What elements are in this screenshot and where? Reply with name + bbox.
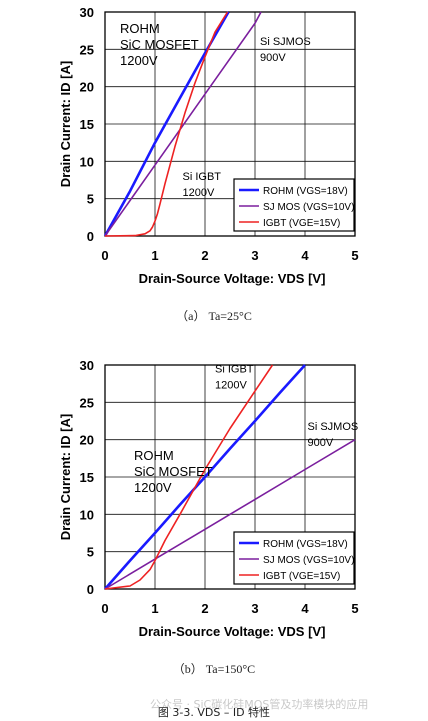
y-tick-label: 30 bbox=[80, 358, 94, 373]
annotation-text: Si SJMOS bbox=[308, 421, 359, 433]
x-tick-label: 3 bbox=[251, 248, 258, 263]
x-tick-label: 5 bbox=[351, 248, 358, 263]
y-tick-label: 25 bbox=[80, 42, 94, 57]
annotation-text: 1200V bbox=[134, 480, 172, 495]
y-tick-label: 15 bbox=[80, 117, 94, 132]
annotation-text: Si SJMOS bbox=[260, 36, 311, 48]
series-line bbox=[104, 364, 274, 590]
y-tick-label: 20 bbox=[80, 433, 94, 448]
y-axis-label: Drain Current: ID [A] bbox=[58, 61, 73, 187]
x-axis-label: Drain-Source Voltage: VDS [V] bbox=[139, 271, 326, 286]
legend-label: SJ MOS (VGS=10V) bbox=[263, 555, 354, 566]
chart-b: 0 1 2 3 4 5 0 5 10 15 20 25 30 Drain-Source Voltage: … bbox=[58, 358, 359, 639]
y-tick-label: 15 bbox=[80, 470, 94, 485]
y-tick-label: 20 bbox=[80, 80, 94, 95]
x-tick-label: 1 bbox=[151, 601, 158, 616]
y-tick-label: 25 bbox=[80, 395, 94, 410]
annotation-text: Si IGBT bbox=[183, 171, 222, 183]
x-tick-label: 2 bbox=[201, 601, 208, 616]
x-tick-label: 1 bbox=[151, 248, 158, 263]
legend-box bbox=[233, 178, 355, 232]
y-tick-label: 5 bbox=[87, 545, 94, 560]
legend-label: ROHM (VGS=18V) bbox=[263, 186, 348, 197]
x-tick-label: 4 bbox=[301, 601, 309, 616]
series-line bbox=[104, 11, 262, 237]
watermark: 公众号 · SiC碳化硅MOS管及功率模块的应用 bbox=[150, 698, 369, 711]
x-tick-label: 5 bbox=[351, 601, 358, 616]
annotation-text: 1200V bbox=[215, 379, 247, 391]
chart-a: 0 1 2 3 4 5 0 5 10 15 20 25 30 Drain-Source Voltage: … bbox=[58, 5, 359, 286]
annotation-text: 1200V bbox=[120, 53, 158, 68]
x-tick-label: 2 bbox=[201, 248, 208, 263]
x-axis-label: Drain-Source Voltage: VDS [V] bbox=[139, 624, 326, 639]
legend-label: IGBT (VGE=15V) bbox=[263, 218, 340, 229]
plot-frame bbox=[104, 364, 356, 590]
y-tick-label: 0 bbox=[87, 582, 94, 597]
annotation-text: SiC MOSFET bbox=[134, 464, 213, 479]
legend-label: IGBT (VGE=15V) bbox=[263, 571, 340, 582]
x-tick-label: 0 bbox=[101, 601, 108, 616]
caption-a: （a） Ta=25°C bbox=[176, 309, 252, 323]
y-tick-label: 10 bbox=[80, 507, 94, 522]
legend-label: SJ MOS (VGS=10V) bbox=[263, 202, 354, 213]
annotation-text: SiC MOSFET bbox=[120, 37, 199, 52]
series-line bbox=[104, 364, 306, 590]
x-tick-label: 3 bbox=[251, 601, 258, 616]
x-tick-label: 0 bbox=[101, 248, 108, 263]
y-tick-label: 5 bbox=[87, 192, 94, 207]
annotation-text: Si IGBT bbox=[215, 363, 254, 375]
annotation-text: ROHM bbox=[120, 21, 160, 36]
plot-frame bbox=[104, 11, 356, 237]
y-tick-label: 0 bbox=[87, 229, 94, 244]
y-tick-label: 10 bbox=[80, 154, 94, 169]
series-line bbox=[104, 439, 356, 590]
x-tick-label: 4 bbox=[301, 248, 309, 263]
figure-title: 图 3-3. VDS – ID 特性 bbox=[157, 706, 271, 719]
legend-label: ROHM (VGS=18V) bbox=[263, 539, 348, 550]
annotation-text: 1200V bbox=[183, 187, 215, 199]
series-line bbox=[104, 11, 229, 237]
annotation-text: ROHM bbox=[134, 448, 174, 463]
y-tick-label: 30 bbox=[80, 5, 94, 20]
annotation-text: 900V bbox=[308, 437, 334, 449]
caption-b: （b） Ta=150°C bbox=[172, 662, 256, 676]
annotation-text: 900V bbox=[260, 52, 286, 64]
y-axis-label: Drain Current: ID [A] bbox=[58, 414, 73, 540]
